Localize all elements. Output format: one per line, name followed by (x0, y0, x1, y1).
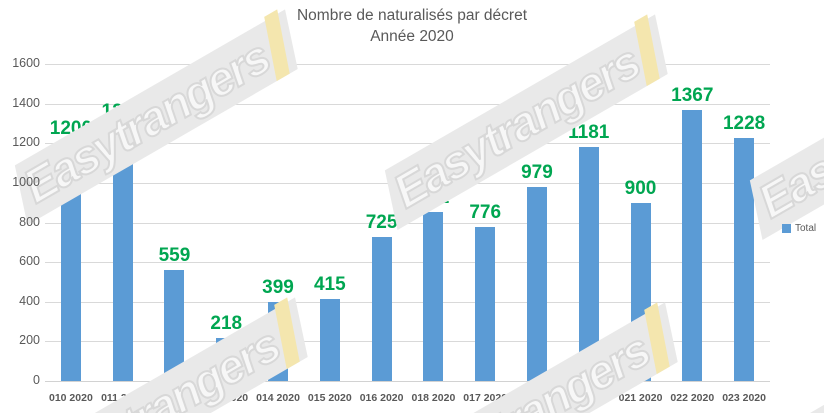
legend: Total (782, 223, 816, 234)
bar (734, 137, 755, 381)
bar (371, 237, 392, 381)
bar-value-label: 725 (365, 212, 398, 234)
bar (630, 202, 651, 381)
y-tick-label: 1000 (12, 174, 40, 189)
bar (164, 270, 185, 381)
bar (423, 212, 444, 381)
bar-value-label: 1228 (722, 112, 766, 134)
y-axis: 0 200 400 600 800 1000 1200 1400 1600 (0, 56, 40, 387)
bar-value-label: 776 (469, 202, 502, 224)
bar-value-label: 979 (521, 162, 553, 184)
bar-value-label: 900 (624, 177, 657, 199)
bar (60, 143, 81, 381)
bar-value-label: 1181 (568, 122, 610, 144)
x-tick-label: 023 2020 (722, 392, 766, 404)
y-tick-label: 200 (19, 333, 40, 348)
bar (216, 337, 237, 381)
y-tick-label: 800 (19, 214, 40, 229)
bar-value-label: 1367 (671, 85, 714, 107)
bar-value-label: 218 (210, 312, 243, 334)
x-tick-label: 016 2020 (359, 392, 404, 404)
gridline (45, 301, 770, 303)
legend-label: Total (795, 223, 817, 234)
gridline (45, 262, 770, 264)
x-tick-label: 015 2020 (307, 392, 352, 404)
x-tick-label: 022 2020 (670, 392, 715, 404)
gridline (45, 341, 770, 343)
bar-value-label: 1286 (101, 101, 144, 123)
bar-value-label: 559 (158, 245, 191, 267)
legend-swatch (782, 224, 791, 233)
bar-value-label: 415 (313, 273, 346, 295)
y-tick-label: 1600 (12, 56, 40, 70)
bar (682, 110, 703, 381)
gridline (45, 143, 770, 145)
bar (526, 187, 547, 381)
chart-subtitle: Année 2020 (370, 28, 454, 45)
y-tick-label: 400 (19, 293, 40, 308)
gridline (45, 64, 770, 65)
bar (319, 298, 340, 381)
bar (578, 147, 599, 381)
bar (475, 227, 496, 381)
chart-title: Nombre de naturalisés par décret (296, 7, 528, 24)
chart-header: Nombre de naturalisés par décret Année 2… (0, 5, 824, 47)
bar (112, 126, 133, 381)
bar (268, 301, 289, 381)
y-tick-label: 1400 (12, 95, 40, 110)
plot-area: 1200 010 2020 1286 011 2020 559 012 2020 218 01… (45, 64, 770, 404)
y-tick-label: 600 (19, 254, 40, 269)
bar-value-label: 399 (262, 276, 294, 298)
y-tick-label: 1200 (12, 135, 40, 150)
y-tick-label: 0 (33, 373, 40, 387)
